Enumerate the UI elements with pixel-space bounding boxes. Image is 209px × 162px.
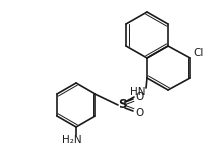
Text: Cl: Cl: [193, 48, 203, 58]
Text: H₂N: H₂N: [62, 135, 82, 145]
Text: S: S: [118, 98, 126, 111]
Text: O: O: [135, 92, 143, 102]
Text: HN: HN: [130, 87, 146, 97]
Text: O: O: [135, 108, 143, 118]
